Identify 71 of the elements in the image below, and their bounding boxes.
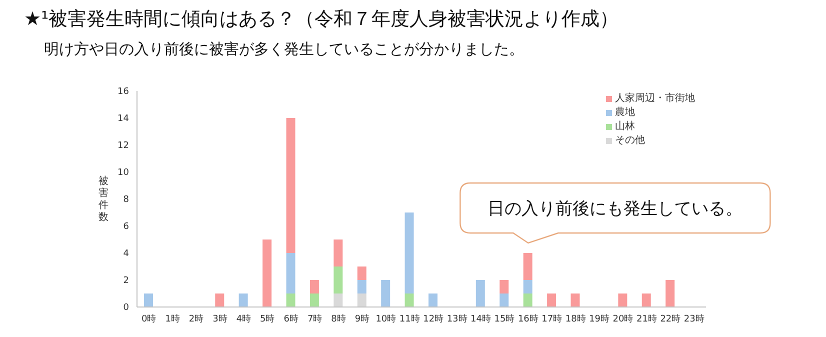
bar — [404, 212, 414, 294]
y-tick-label: 2 — [123, 276, 129, 286]
x-tick-label: 21時 — [636, 313, 657, 324]
bar — [238, 294, 248, 307]
bar — [570, 294, 580, 307]
x-tick-label: 23時 — [684, 313, 704, 324]
bar — [144, 294, 153, 307]
legend-label: 農地 — [614, 106, 636, 120]
y-tick-label: 16 — [118, 87, 130, 98]
legend-label: 人家周辺・市街地 — [614, 92, 695, 106]
y-tick-label: 8 — [123, 195, 130, 206]
bar — [286, 118, 296, 253]
annotation: 日の入り前後にも発生している。 — [488, 199, 743, 219]
x-tick-label: 2時 — [188, 313, 204, 324]
bar — [523, 280, 532, 294]
x-tick-label: 10時 — [376, 313, 396, 324]
bar — [357, 280, 366, 294]
bar — [618, 294, 628, 307]
x-tick-label: 20時 — [612, 313, 634, 324]
y-tick-label: 4 — [123, 249, 130, 260]
x-tick-label: 22時 — [660, 313, 681, 324]
y-axis-title: 被害件数 — [98, 176, 109, 224]
y-tick-label: 10 — [118, 168, 130, 178]
bar — [357, 294, 366, 307]
x-tick-label: 18時 — [565, 313, 586, 324]
y-tick-label: 0 — [123, 303, 130, 314]
legend-label: 山林 — [614, 120, 636, 134]
bar — [500, 280, 509, 294]
bar — [310, 280, 319, 294]
bar — [381, 280, 390, 307]
x-tick-label: 11時 — [399, 313, 420, 324]
bar — [334, 240, 343, 266]
x-tick-label: 8時 — [331, 313, 346, 324]
x-tick-label: 19時 — [589, 313, 610, 324]
bar — [547, 294, 556, 307]
bar — [523, 253, 532, 280]
x-tick-label: 14時 — [470, 313, 491, 324]
bar — [286, 253, 296, 294]
bar — [500, 294, 509, 307]
bar — [215, 294, 224, 307]
bar — [357, 266, 366, 280]
x-tick-label: 9時 — [354, 313, 370, 324]
x-tick-label: 6時 — [284, 313, 298, 324]
y-tick-label: 14 — [118, 114, 130, 124]
x-tick-label: 12時 — [423, 313, 444, 324]
x-tick-label: 3時 — [212, 313, 228, 324]
bar — [428, 294, 438, 307]
x-tick-label: 0時 — [141, 313, 156, 324]
x-tick-label: 13時 — [446, 313, 468, 324]
bar — [286, 294, 296, 307]
bar — [476, 280, 485, 307]
bar — [310, 294, 319, 307]
x-tick-label: 17時 — [542, 313, 562, 324]
bar — [666, 280, 675, 307]
x-tick-label: 4時 — [236, 313, 252, 324]
bar — [334, 266, 343, 294]
x-tick-label: 15時 — [494, 313, 515, 324]
y-tick-label: 6 — [123, 222, 130, 232]
chart-title: ★¹被害発生時間に傾向はある？（令和７年度人身被害状況より作成） — [24, 7, 619, 32]
bar — [523, 294, 532, 307]
x-tick-label: 16時 — [518, 313, 538, 324]
x-tick-label: 1時 — [165, 313, 180, 324]
bar — [642, 294, 651, 307]
bar — [334, 294, 343, 307]
y-tick-label: 12 — [118, 141, 129, 152]
legend-label: その他 — [614, 134, 646, 148]
x-tick-label: 5時 — [260, 313, 275, 324]
bar — [262, 240, 272, 307]
chart-subtitle: 明け方や日の入り前後に被害が多く発生していることが分かりました。 — [44, 40, 524, 59]
bar — [404, 294, 414, 307]
x-tick-label: 7時 — [307, 313, 322, 324]
